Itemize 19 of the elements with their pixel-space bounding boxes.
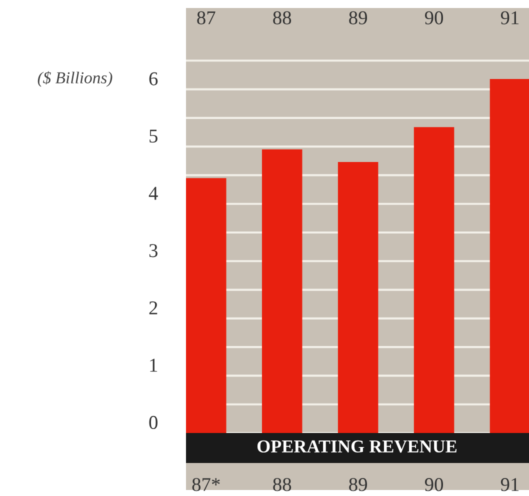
y-tick-label: 4 [148, 186, 158, 200]
text: 91 [500, 11, 519, 24]
y-tick-label: 2 [149, 301, 158, 314]
text: 89 [349, 11, 367, 24]
text: OPERATING REVENUE [257, 440, 456, 453]
y-tick-label: 1 [150, 358, 158, 372]
x-tick-label: 88 [273, 478, 292, 492]
x-tick-label: 91 [500, 478, 519, 492]
y-tick-label: 3 [149, 244, 158, 258]
text: 90 [424, 11, 444, 24]
x-tick-label: 87* [192, 478, 220, 492]
y-tick-label: 0 [149, 416, 158, 430]
text: 88 [273, 11, 292, 24]
x-tick-label: 89 [349, 478, 367, 492]
text: 87 [197, 11, 216, 24]
y-tick-label: 6 [149, 72, 158, 86]
y-axis-title: ($ Billions) [38, 71, 112, 87]
y-tick-label: 5 [150, 130, 158, 143]
x-tick-label: 90 [424, 478, 444, 492]
